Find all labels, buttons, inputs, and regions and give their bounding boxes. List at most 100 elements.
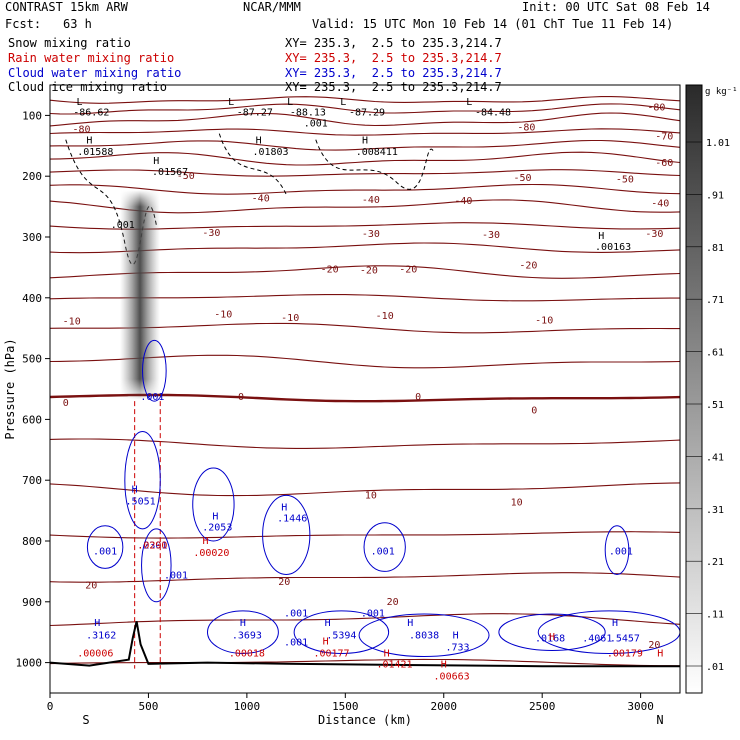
temperature-contour-label: -10	[535, 315, 553, 326]
x-axis-label: Distance (km)	[318, 713, 412, 727]
temperature-contour-label: 0	[531, 405, 537, 416]
valid-time: Valid: 15 UTC Mon 10 Feb 14 (01 ChT Tue …	[312, 17, 674, 31]
rain-contour-label: .0290	[137, 540, 167, 551]
isotherm-line	[50, 572, 680, 583]
temperature-contour-label: -20	[360, 266, 378, 277]
colorbar-label: .61	[706, 348, 724, 359]
snow-contour-label: -88.13	[290, 107, 326, 118]
south-label: S	[82, 713, 89, 727]
legend-cloud-name: Cloud water mixing ratio	[8, 66, 182, 80]
x-tick-label: 0	[47, 700, 54, 713]
y-tick-label: 800	[22, 535, 42, 548]
org-title: NCAR/MMM	[243, 0, 301, 14]
cloud-water-contour-label: H	[407, 618, 413, 629]
cloud-water-contour-label: H	[612, 618, 618, 629]
plot-frame	[49, 84, 681, 694]
cloud-water-contour	[537, 610, 680, 654]
y-tick-label: 200	[22, 170, 42, 183]
temperature-contour-label: -20	[399, 264, 417, 275]
legend-cloud-xy: XY= 235.3, 2.5 to 235.3,214.7	[285, 66, 502, 80]
x-tick-label: 2500	[529, 700, 556, 713]
temperature-contour-label: -10	[63, 317, 81, 328]
temperature-contour-label: 10	[365, 490, 377, 501]
cloud-water-contour-label: .1446	[277, 514, 307, 525]
colorbar-label: .71	[706, 295, 724, 306]
y-tick-label: 1000	[16, 657, 43, 670]
cloud-water-contour	[358, 613, 490, 658]
isotherm-line	[50, 151, 680, 166]
temperature-contour-label: -10	[376, 311, 394, 322]
snow-contour-label: H	[362, 135, 368, 146]
cloud-water-contour-label: .5394	[326, 630, 356, 641]
temperature-contour-label: -80	[517, 123, 535, 134]
cloud-water-contour-label: .8038	[409, 630, 439, 641]
rain-contour-label: .00006	[77, 649, 113, 660]
snow-contour	[315, 139, 435, 190]
cloud-water-contour-label: .2053	[202, 523, 232, 534]
isotherm-line	[50, 103, 680, 115]
legend-snow-xy: XY= 235.3, 2.5 to 235.3,214.7	[285, 36, 502, 50]
temperature-contour-label: -40	[454, 196, 472, 207]
cloud-water-contour	[192, 467, 235, 542]
rain-contour-label: H	[549, 632, 555, 643]
cloud-water-contour-label: .3162	[86, 630, 116, 641]
cloud-water-contour-label: .4061	[582, 633, 612, 644]
isotherm-line	[50, 438, 680, 449]
x-tick-label: 2000	[431, 700, 458, 713]
cloud-water-contour	[604, 525, 630, 575]
legend-rain-xy: XY= 235.3, 2.5 to 235.3,214.7	[285, 51, 502, 65]
colorbar-label: 1.01	[706, 138, 730, 149]
isotherm-line	[50, 531, 680, 539]
isotherm-line	[50, 128, 680, 136]
ice-column-shading	[120, 190, 160, 400]
y-tick-label: 300	[22, 231, 42, 244]
temperature-contour-label: -60	[655, 158, 673, 169]
y-axis-label: Pressure (hPa)	[3, 338, 17, 439]
temperature-contour-label: 20	[387, 597, 399, 608]
forecast-label: Fcst:	[5, 17, 42, 31]
snow-contour-label: H	[598, 231, 604, 242]
terrain-line	[50, 621, 680, 668]
rain-contour-label: .01421	[376, 660, 412, 671]
cloud-water-contour-label: H	[212, 512, 218, 523]
snow-contour-label: .01803	[252, 147, 288, 158]
legend-rain-name: Rain water mixing ratio	[8, 51, 175, 65]
cloud-water-contour-label: .0168	[535, 633, 565, 644]
forecast-hours: 63 h	[63, 17, 92, 31]
temperature-contour-label: -30	[482, 230, 500, 241]
x-tick-label: 3000	[627, 700, 654, 713]
isotherm-line	[50, 96, 680, 104]
snow-contour-label: H	[256, 135, 262, 146]
cloud-water-contour-label: .3693	[232, 630, 262, 641]
temperature-contour-label: -10	[281, 313, 299, 324]
cloud-water-contour	[262, 494, 311, 575]
colorbar-label: .11	[706, 610, 724, 621]
x-tick-label: 500	[139, 700, 159, 713]
cloud-water-contour-label: .001	[164, 571, 188, 582]
rain-contour-label: H	[202, 536, 208, 547]
cloud-water-contour	[293, 610, 390, 654]
x-tick-label: 1000	[234, 700, 261, 713]
cloud-water-contour-label: H	[94, 618, 100, 629]
y-tick-label: 500	[22, 353, 42, 366]
snow-contour-label: .01567	[152, 167, 188, 178]
isotherm-line	[50, 658, 680, 667]
colorbar-label: .31	[706, 505, 724, 516]
isotherm-line	[50, 482, 680, 497]
cloud-water-contour	[86, 525, 124, 569]
cloud-water-contour-label: .001	[284, 608, 308, 619]
temperature-contour-label: -40	[651, 199, 669, 210]
rain-contour-label: .00177	[313, 649, 349, 660]
snow-contour	[218, 133, 287, 195]
cloud-water-contour-label: .001	[93, 546, 117, 557]
rain-contour-label: H	[441, 660, 447, 671]
x-tick-label: 1500	[332, 700, 359, 713]
isotherm-line	[50, 169, 680, 177]
temperature-contour-label: -50	[616, 174, 634, 185]
temperature-contour-label: -70	[655, 132, 673, 143]
temperature-contour-label: -50	[513, 173, 531, 184]
snow-contour-label: .001	[304, 118, 328, 129]
colorbar-label: .51	[706, 400, 724, 411]
cloud-water-contour	[363, 522, 406, 572]
